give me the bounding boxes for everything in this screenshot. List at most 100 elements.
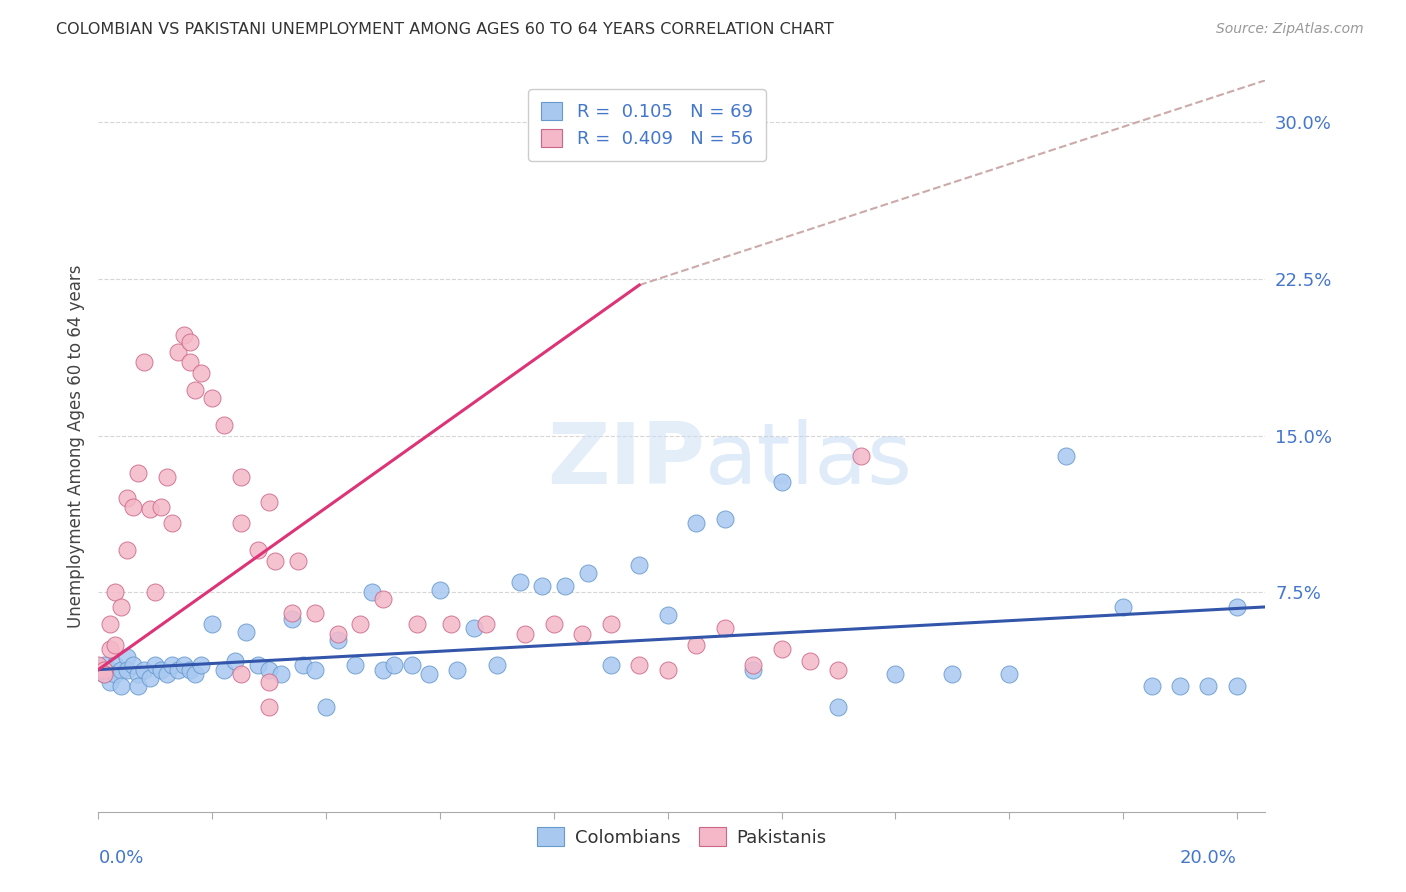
- Point: [742, 663, 765, 677]
- Point: [1112, 599, 1135, 614]
- Point: [360, 585, 382, 599]
- Point: [110, 679, 132, 693]
- Point: [384, 658, 406, 673]
- Point: [770, 475, 793, 489]
- Point: [941, 666, 963, 681]
- Point: [104, 585, 127, 599]
- Point: [257, 675, 280, 690]
- Point: [201, 616, 224, 631]
- Point: [179, 334, 201, 349]
- Point: [713, 621, 735, 635]
- Point: [121, 500, 143, 514]
- Point: [685, 516, 707, 531]
- Point: [657, 608, 679, 623]
- Point: [418, 666, 440, 681]
- Point: [343, 658, 366, 673]
- Point: [179, 663, 201, 677]
- Point: [173, 328, 195, 343]
- Point: [1198, 679, 1220, 693]
- Point: [799, 654, 821, 668]
- Point: [104, 638, 127, 652]
- Point: [998, 666, 1021, 681]
- Point: [440, 616, 463, 631]
- Point: [576, 566, 599, 581]
- Point: [304, 663, 326, 677]
- Point: [104, 666, 127, 681]
- Point: [115, 543, 138, 558]
- Point: [229, 516, 252, 531]
- Point: [1054, 450, 1077, 464]
- Point: [235, 625, 257, 640]
- Point: [281, 612, 304, 626]
- Point: [173, 658, 195, 673]
- Point: [543, 616, 565, 631]
- Text: COLOMBIAN VS PAKISTANI UNEMPLOYMENT AMONG AGES 60 TO 64 YEARS CORRELATION CHART: COLOMBIAN VS PAKISTANI UNEMPLOYMENT AMON…: [56, 22, 834, 37]
- Point: [115, 663, 138, 677]
- Point: [212, 418, 235, 433]
- Point: [162, 658, 184, 673]
- Point: [138, 671, 160, 685]
- Point: [485, 658, 508, 673]
- Point: [184, 383, 207, 397]
- Point: [281, 606, 304, 620]
- Point: [713, 512, 735, 526]
- Point: [167, 345, 190, 359]
- Point: [429, 583, 451, 598]
- Point: [98, 616, 121, 631]
- Point: [121, 658, 143, 673]
- Point: [127, 679, 149, 693]
- Point: [1226, 679, 1249, 693]
- Point: [1226, 599, 1249, 614]
- Point: [599, 658, 621, 673]
- Point: [184, 666, 207, 681]
- Point: [264, 554, 287, 568]
- Point: [406, 616, 429, 631]
- Point: [257, 663, 280, 677]
- Legend: Colombians, Pakistanis: Colombians, Pakistanis: [530, 820, 834, 854]
- Point: [93, 658, 115, 673]
- Text: 0.0%: 0.0%: [98, 849, 143, 867]
- Point: [315, 700, 337, 714]
- Point: [212, 663, 235, 677]
- Point: [162, 516, 184, 531]
- Point: [827, 663, 849, 677]
- Point: [110, 663, 132, 677]
- Point: [326, 627, 349, 641]
- Point: [742, 658, 765, 673]
- Point: [1140, 679, 1163, 693]
- Point: [371, 663, 394, 677]
- Point: [104, 658, 127, 673]
- Point: [93, 663, 115, 677]
- Point: [446, 663, 468, 677]
- Point: [474, 616, 496, 631]
- Point: [270, 666, 292, 681]
- Point: [246, 543, 269, 558]
- Text: ZIP: ZIP: [547, 419, 706, 502]
- Point: [190, 366, 212, 380]
- Point: [685, 638, 707, 652]
- Point: [190, 658, 212, 673]
- Point: [304, 606, 326, 620]
- Point: [554, 579, 576, 593]
- Point: [143, 658, 166, 673]
- Point: [87, 658, 110, 673]
- Point: [179, 355, 201, 369]
- Point: [884, 666, 907, 681]
- Point: [110, 599, 132, 614]
- Point: [87, 663, 110, 677]
- Point: [628, 558, 651, 573]
- Point: [371, 591, 394, 606]
- Text: Source: ZipAtlas.com: Source: ZipAtlas.com: [1216, 22, 1364, 37]
- Point: [246, 658, 269, 673]
- Point: [851, 450, 873, 464]
- Point: [292, 658, 315, 673]
- Point: [150, 663, 173, 677]
- Point: [515, 627, 537, 641]
- Text: 20.0%: 20.0%: [1180, 849, 1237, 867]
- Point: [98, 641, 121, 656]
- Point: [628, 658, 651, 673]
- Point: [599, 616, 621, 631]
- Point: [531, 579, 554, 593]
- Point: [571, 627, 593, 641]
- Point: [150, 500, 173, 514]
